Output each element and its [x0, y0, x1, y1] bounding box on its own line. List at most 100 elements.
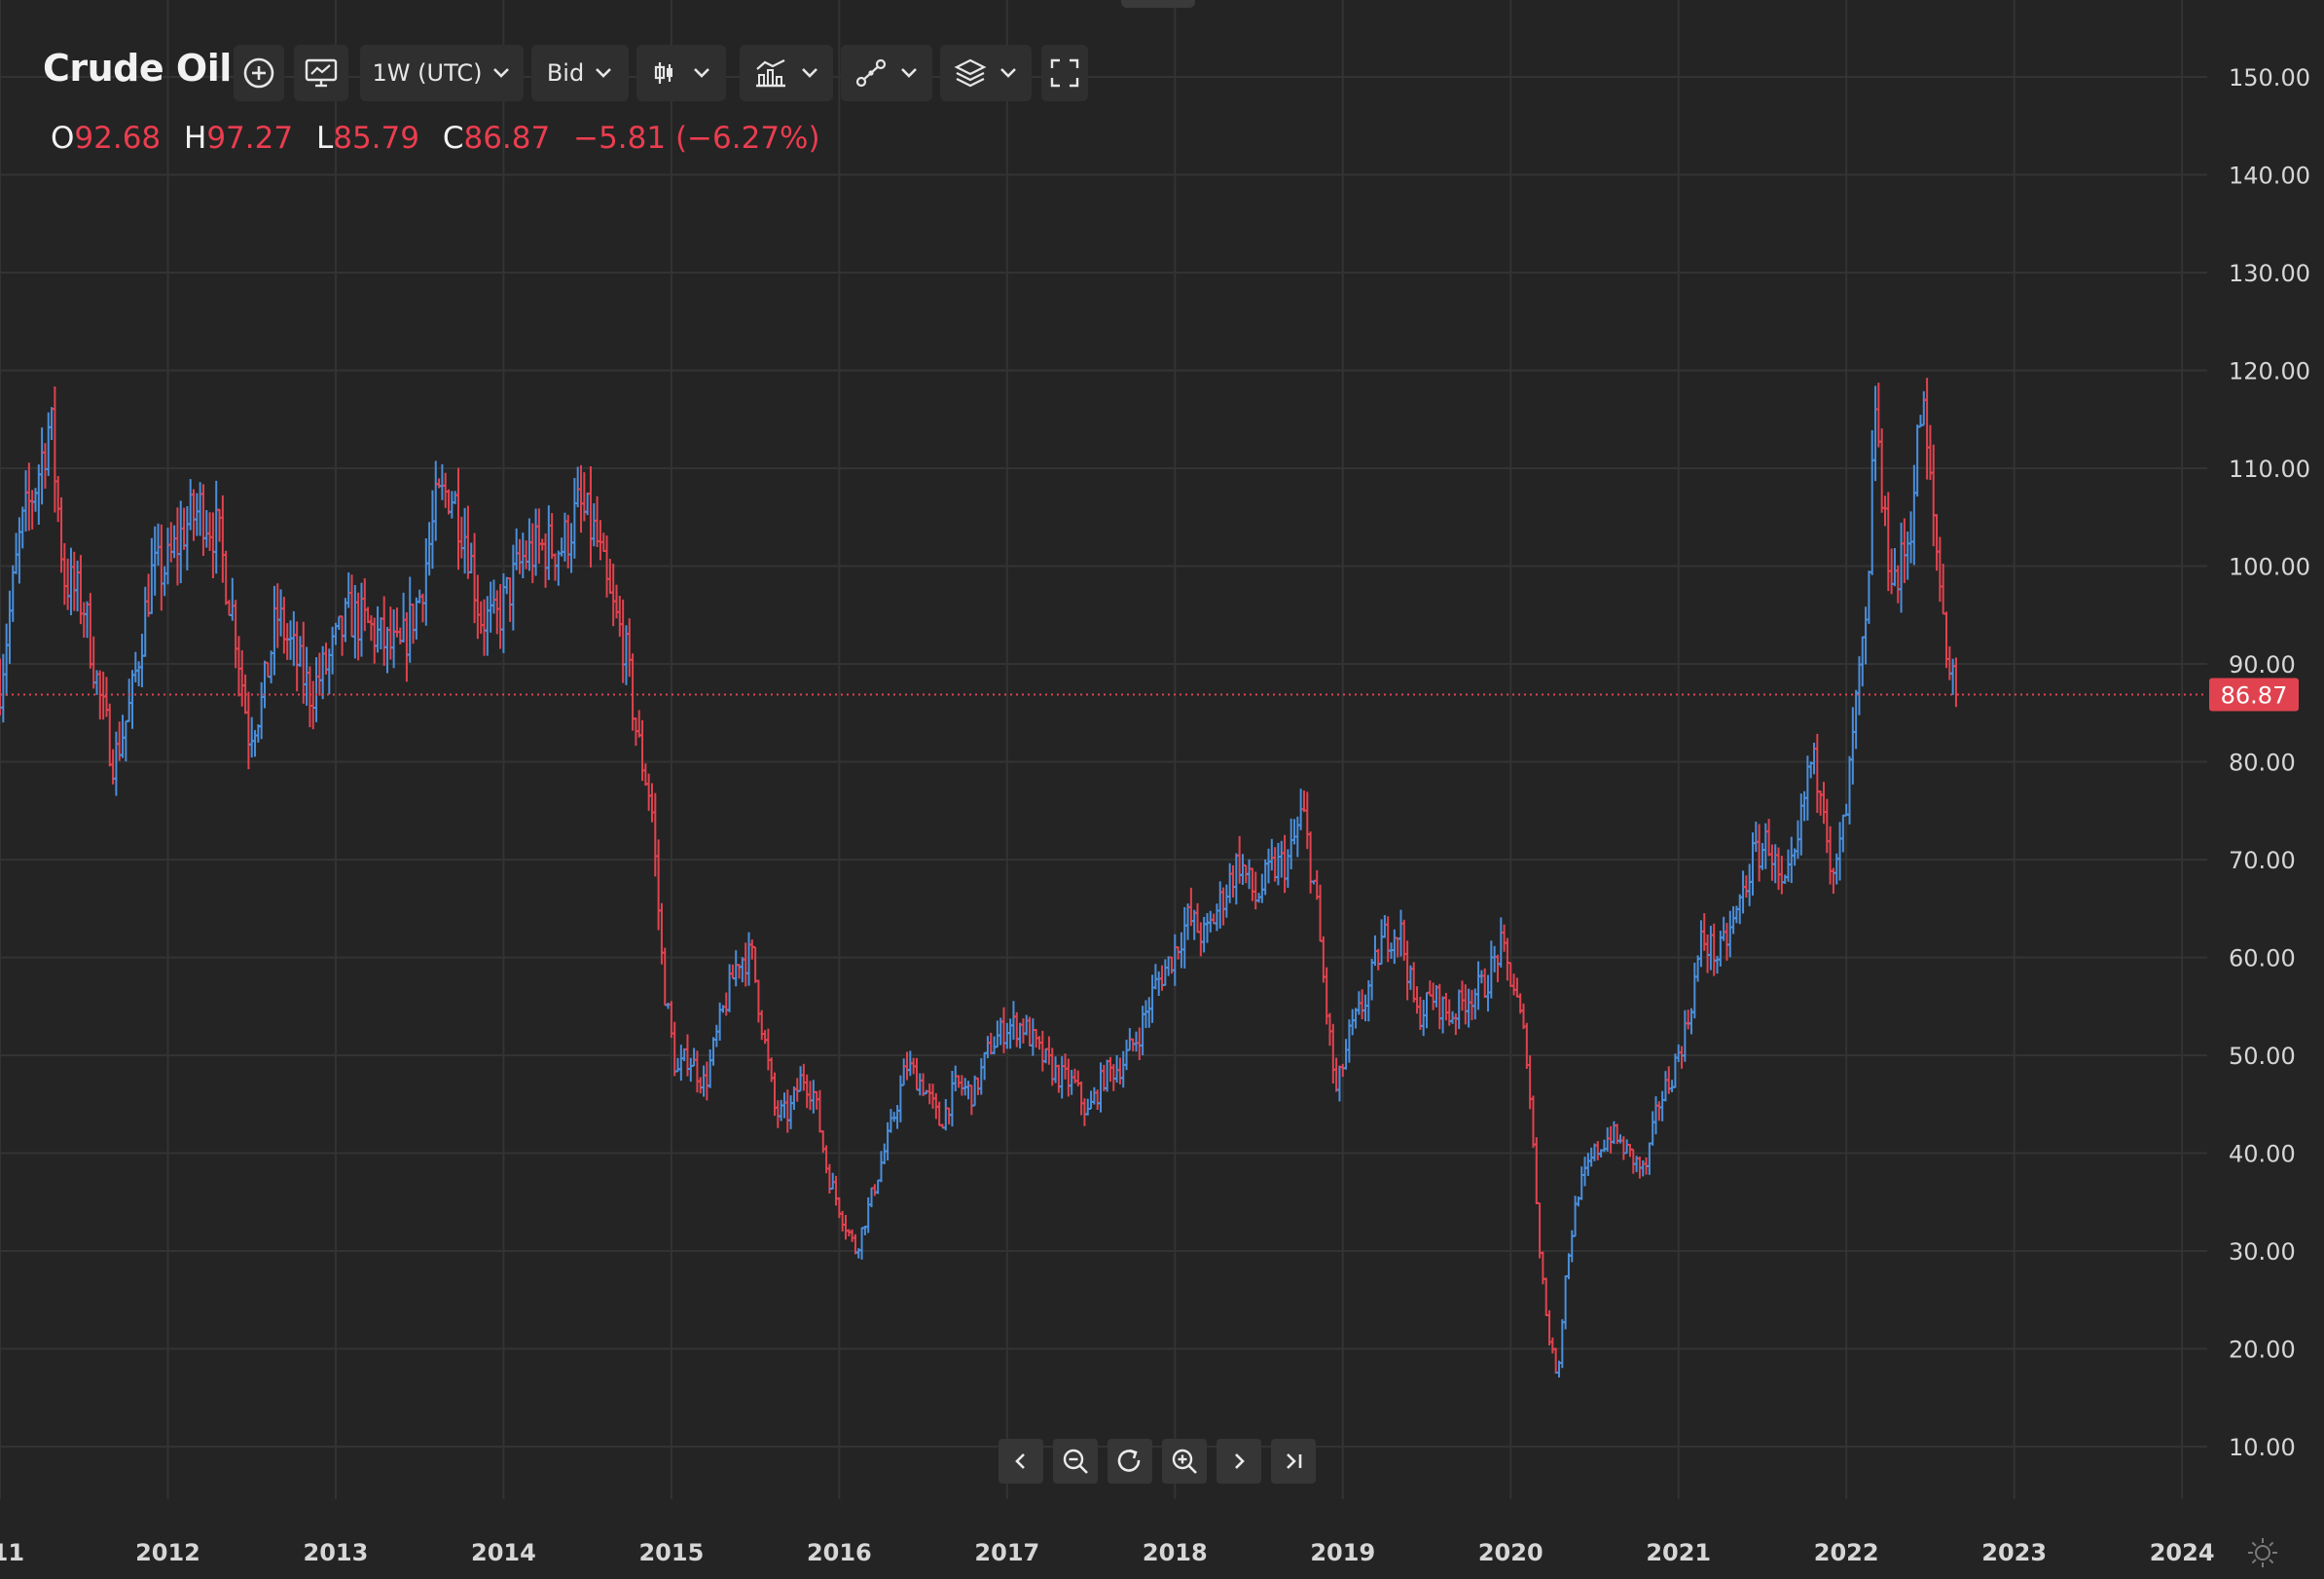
ohlc-bars-icon	[654, 62, 672, 84]
ohlc-bar	[1601, 1139, 1608, 1153]
ohlc-bar	[1750, 832, 1757, 896]
ohlc-bar	[103, 677, 110, 717]
ohlc-bar	[1646, 1142, 1652, 1175]
ohlc-bar	[336, 615, 343, 631]
ohlc-bar	[213, 480, 220, 574]
ohlc-bar	[1317, 884, 1324, 942]
ohlc-bar	[1291, 819, 1298, 845]
ohlc-bar	[1782, 874, 1789, 884]
ohlc-bar	[1533, 1137, 1540, 1204]
top-drag-tab[interactable]	[1121, 0, 1195, 8]
price-axis-label: 30.00	[2229, 1238, 2296, 1266]
ohlc-bar	[968, 1084, 975, 1116]
ohlc-bar	[1165, 956, 1172, 976]
ohlc-bar	[1452, 1012, 1459, 1036]
ohlc-bar	[439, 463, 446, 500]
ohlc-bar	[29, 490, 36, 530]
ohlc-bar	[691, 1047, 698, 1067]
ohlc-bar	[529, 523, 536, 584]
ohlc-bar	[1475, 961, 1482, 1010]
ohlc-bar	[1608, 1125, 1615, 1154]
ohlc-bar	[1258, 873, 1265, 903]
zoom-in-button[interactable]	[1162, 1439, 1207, 1484]
ohlc-bar	[765, 1028, 772, 1071]
ohlc-bar	[1940, 564, 1946, 615]
ohlc-bar	[1924, 378, 1931, 480]
ohlc-bar	[1724, 922, 1730, 961]
ohlc-bar	[562, 512, 568, 562]
close-value: 86.87	[463, 121, 551, 156]
ohlc-bar	[1365, 980, 1372, 1022]
ohlc-bar	[1039, 1030, 1046, 1072]
ohlc-bar	[610, 563, 617, 627]
fullscreen-button[interactable]	[1041, 45, 1088, 101]
ohlc-bar	[1433, 984, 1439, 1008]
ohlc-bar	[781, 1092, 787, 1119]
time-axis-label: 2023	[1981, 1539, 2047, 1566]
price-axis[interactable]: 150.00 140.00 130.00 120.00 110.00 100.00 90.0…	[2229, 64, 2310, 1461]
ohlc-bar	[755, 979, 762, 1023]
ohlc-bar	[1023, 1014, 1030, 1036]
ohlc-bar	[1285, 849, 1291, 888]
zoom-in-icon	[1172, 1449, 1197, 1474]
chart-type-dropdown[interactable]	[740, 45, 833, 101]
ohlc-bar	[1081, 1098, 1088, 1126]
chart-style-dropdown[interactable]	[636, 45, 726, 101]
ohlc-bar	[885, 1121, 891, 1161]
ohlc-bar	[952, 1065, 959, 1092]
settings-sun-icon[interactable]	[2246, 1536, 2279, 1569]
ohlc-bar	[1650, 1111, 1656, 1146]
ohlc-bar	[1901, 518, 1907, 583]
ohlc-bar	[1116, 1057, 1123, 1084]
ohlc-bar	[1155, 971, 1162, 996]
time-axis-label: 2012	[135, 1539, 200, 1566]
ohlc-bar	[1207, 910, 1214, 933]
ohlc-bar	[197, 482, 203, 536]
ohlc-bar	[229, 577, 236, 621]
time-axis-label: 2021	[1646, 1539, 1711, 1566]
last-price-tag-label: 86.87	[2221, 681, 2288, 709]
ohlc-bar	[1930, 444, 1937, 547]
ohlc-bar	[1333, 1057, 1340, 1092]
ohlc-bar	[87, 593, 93, 669]
ohlc-bar	[19, 506, 26, 549]
ohlc-bar	[1898, 522, 1905, 613]
chevron-down-icon	[493, 68, 510, 78]
ohlc-bar	[426, 522, 433, 576]
ohlc-bar	[162, 566, 168, 597]
scroll-right-button[interactable]	[1216, 1439, 1261, 1484]
ohlc-bar	[1288, 818, 1294, 870]
ohlc-bar	[1226, 863, 1233, 903]
layers-dropdown[interactable]	[940, 45, 1032, 101]
price-type-dropdown[interactable]: Bid	[531, 45, 629, 101]
ohlc-bar	[113, 731, 120, 796]
ohlc-bar	[268, 650, 274, 684]
ohlc-bar	[1368, 958, 1375, 1001]
ohlc-bar	[1679, 1046, 1686, 1069]
ohlc-bar	[300, 621, 307, 704]
ohlc-bar	[1552, 1347, 1559, 1375]
scroll-left-button[interactable]	[999, 1439, 1043, 1484]
ohlc-bar	[1427, 980, 1434, 997]
high-value: 97.27	[206, 121, 294, 156]
interval-dropdown[interactable]: 1W (UTC)	[360, 45, 524, 101]
zoom-out-button[interactable]	[1053, 1439, 1098, 1484]
ohlc-bar	[387, 606, 394, 660]
jump-to-latest-button[interactable]	[1271, 1439, 1316, 1484]
reset-zoom-button[interactable]	[1108, 1439, 1152, 1484]
drawing-tools-dropdown[interactable]	[841, 45, 932, 101]
add-indicator-button[interactable]	[234, 45, 284, 101]
ohlc-bar	[106, 703, 113, 767]
price-axis-label: 120.00	[2229, 358, 2310, 386]
time-axis[interactable]: 011 2012 2013 2014 2015 2016 2017 2018 2019 2020 2…	[0, 1539, 2215, 1566]
ohlc-bar	[1875, 383, 1882, 448]
ohlc-bar	[687, 1057, 694, 1083]
ohlc-bar	[900, 1058, 907, 1086]
indicators-button[interactable]	[294, 45, 348, 101]
ohlc-bar	[936, 1101, 943, 1126]
ohlc-bar	[1785, 849, 1792, 882]
ohlc-bar	[1381, 915, 1388, 938]
ohlc-bar	[413, 597, 419, 640]
ohlc-bar	[1549, 1337, 1556, 1354]
